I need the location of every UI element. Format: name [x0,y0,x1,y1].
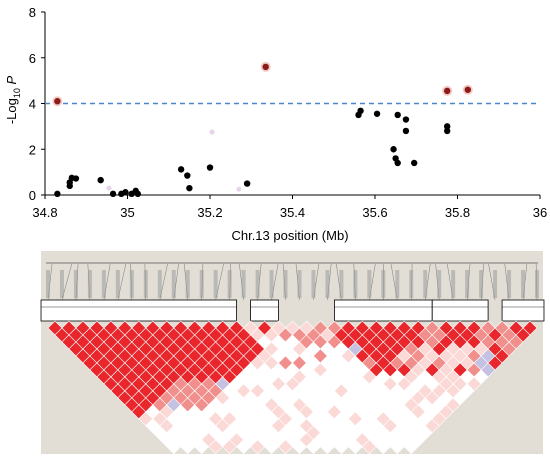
y-tick-label: 6 [29,51,36,66]
data-point [97,176,104,184]
snp-label-mark [465,270,470,298]
snp-label-mark [451,270,456,298]
data-point [394,159,401,167]
significant-snp-points [52,61,473,107]
snp-label-mark [269,270,274,298]
y-tick-label: 4 [29,97,36,112]
data-point [410,159,418,167]
y-axis-label: -Log10 P [4,76,22,125]
snp-label-mark [241,270,246,298]
snp-label-mark [87,270,92,298]
snp-label-mark [255,270,260,298]
haplotype-block [40,299,238,322]
x-axis-label: Chr.13 position (Mb) [231,228,348,243]
snp-label-mark [213,270,218,298]
manhattan-plot: 0 2 4 6 8 34.8 35 35.2 35.4 35.6 35.8 36 Chr.13 po… [4,5,547,243]
ld-cell-group [47,320,538,455]
snp-label-mark [367,270,372,298]
x-tick-label: 35.2 [197,205,222,220]
data-point [109,190,117,198]
y-tick-label: 0 [29,188,36,203]
data-point [134,190,142,198]
snp-label-mark [535,270,539,298]
snp-label-mark [479,270,484,298]
data-point [402,116,410,123]
snp-label-mark [59,270,64,298]
faint-point [106,185,112,191]
data-point [394,111,401,119]
x-tick-label: 35.8 [445,205,470,220]
snp-label-mark [353,270,358,298]
haplotype-block [501,299,545,322]
data-point [357,107,364,115]
haplotype-block [431,299,489,322]
x-tick-group: 34.8 35 35.2 35.4 35.6 35.8 36 [32,195,547,220]
snp-label-mark [129,270,134,298]
snp-label-mark [185,270,190,298]
data-point [54,190,61,198]
snp-label-mark [381,270,386,298]
faint-point [209,129,215,135]
snp-label-mark [507,270,512,298]
data-point [402,127,410,135]
faint-points [106,129,242,192]
snp-label-mark [297,270,302,298]
significant-point [262,63,269,71]
data-point [186,184,193,192]
snp-label-mark [157,270,162,298]
x-tick-label: 35 [120,205,134,220]
snp-label-mark [395,270,400,298]
snp-label-mark [423,270,428,298]
x-tick-label: 35.4 [280,205,305,220]
data-point [122,189,129,196]
snp-label-mark [283,270,288,298]
x-tick-label: 34.8 [32,205,57,220]
snp-label-mark [199,270,204,298]
snp-label-mark [227,270,232,298]
ld-cell [522,320,538,336]
significant-point [443,87,451,95]
data-point [390,146,397,153]
snp-label-mark [101,270,106,298]
snp-label-mark [143,270,148,298]
significant-point [54,98,61,105]
snp-label-mark [325,270,330,298]
snp-label-mark [46,270,50,298]
data-point [206,164,214,171]
snp-label-mark [73,270,78,298]
y-tick-label: 2 [29,142,36,157]
snp-label-mark [437,270,442,298]
haplotype-block [250,299,279,322]
y-tick-label: 8 [29,5,36,20]
snp-label-group [46,270,539,298]
snp-label-mark [339,270,344,298]
x-tick-label: 36 [533,205,547,220]
x-tick-label: 35.6 [362,205,387,220]
snp-label-mark [409,270,414,298]
data-point [243,180,251,187]
snp-label-mark [115,270,120,298]
y-tick-group: 0 2 4 6 8 [29,5,45,203]
snp-label-mark [171,270,176,298]
faint-point [236,186,242,192]
data-point [443,127,451,135]
data-point [184,172,191,179]
data-point [373,110,381,117]
data-point [72,175,80,182]
snp-label-mark [493,270,498,298]
significant-point [464,86,472,93]
snp-points [54,107,451,198]
haplotype-block [334,299,433,322]
snp-label-mark [521,270,526,298]
snp-label-mark [311,270,316,298]
data-point [443,123,451,130]
ld-heatmap [40,251,545,455]
data-point [177,166,185,173]
